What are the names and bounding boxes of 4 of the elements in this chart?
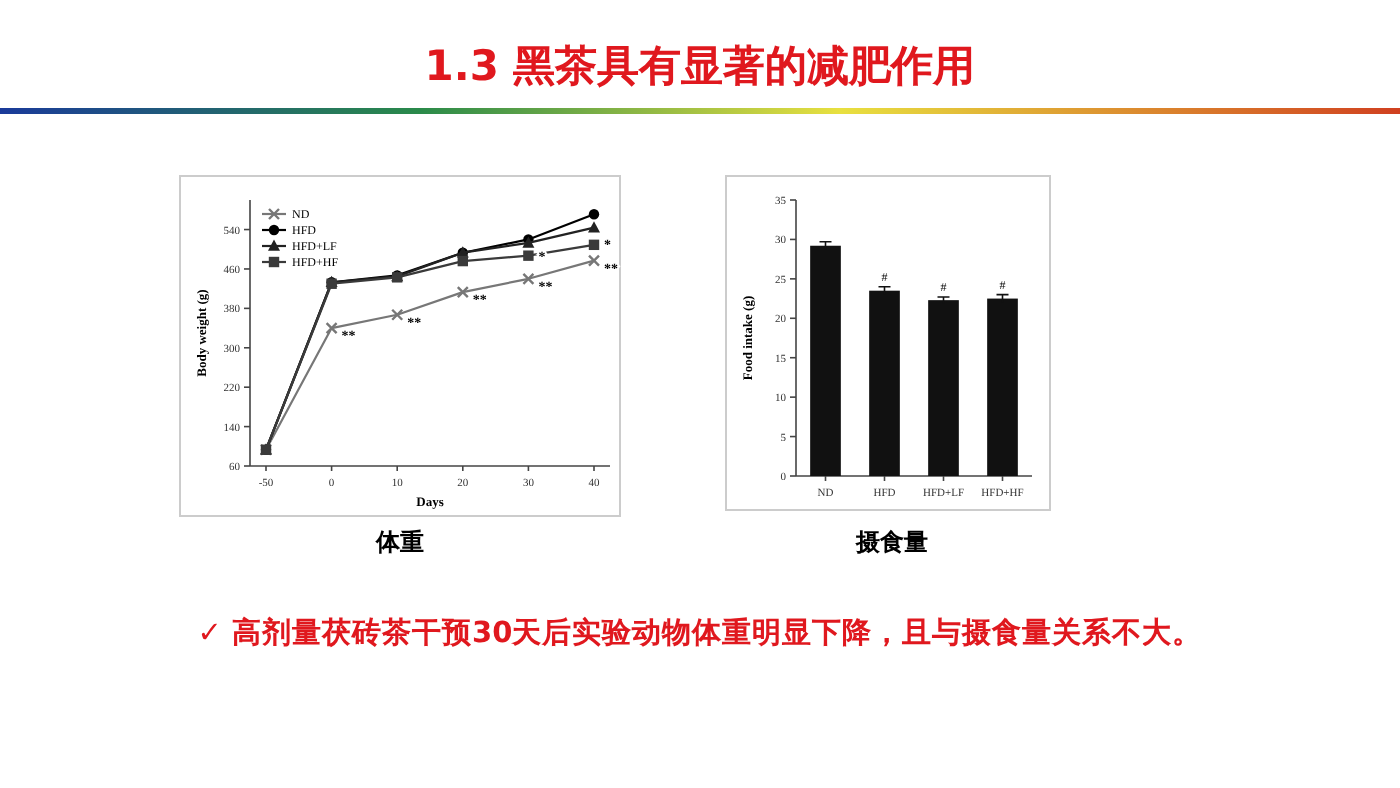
text: 摄食量 bbox=[854, 528, 928, 556]
text: 体重 bbox=[374, 528, 424, 556]
text: 1.3 黑茶具有显著的减肥作用 bbox=[424, 42, 976, 90]
text: ✓ 高剂量茯砖茶干预30天后实验动物体重明显下降，且与摄食量关系不大。 bbox=[197, 614, 1203, 650]
